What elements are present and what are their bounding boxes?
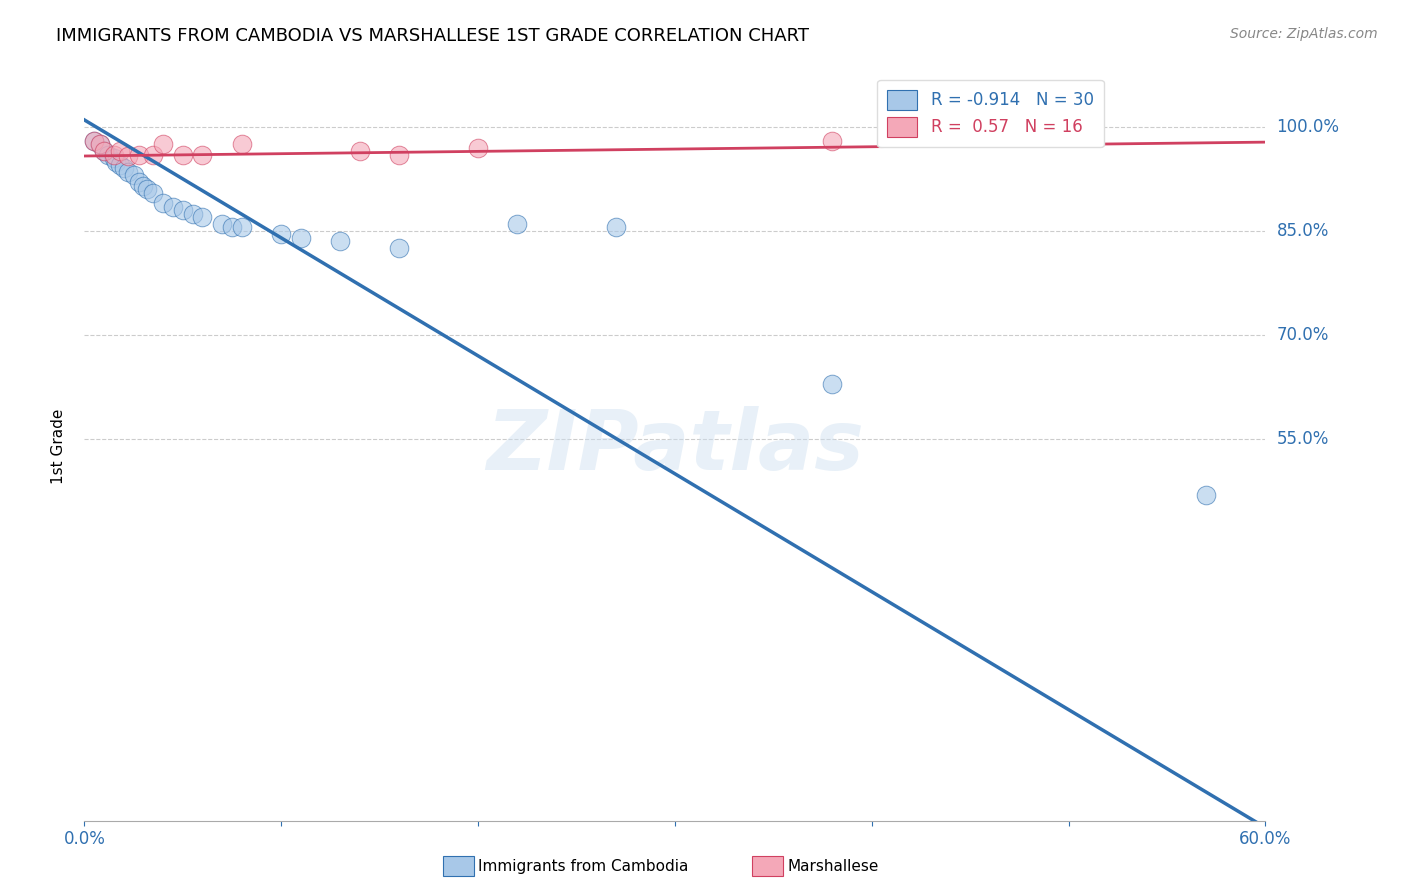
Point (162, 200, 184, 214)
Point (103, 147, 125, 161)
Point (388, 241, 411, 255)
Point (108, 144, 131, 158)
Y-axis label: 1st Grade: 1st Grade (51, 409, 66, 483)
Point (349, 144, 371, 158)
Point (142, 147, 165, 161)
Point (181, 206, 204, 220)
Legend: R = -0.914   N = 30, R =  0.57   N = 16: R = -0.914 N = 30, R = 0.57 N = 16 (877, 79, 1104, 147)
Point (329, 235, 352, 249)
Point (117, 165, 139, 179)
Point (128, 175, 150, 189)
Text: 100.0%: 100.0% (1277, 118, 1340, 136)
Point (103, 151, 125, 165)
Point (112, 161, 135, 176)
Point (93, 144, 115, 158)
Point (290, 231, 312, 245)
Point (172, 203, 194, 218)
Point (83, 134, 105, 148)
Point (1195, 487, 1218, 501)
Point (172, 147, 194, 161)
Point (104, 154, 127, 169)
Point (821, 376, 844, 391)
Point (467, 141, 489, 155)
Point (97, 147, 120, 161)
Point (89, 137, 111, 152)
Point (231, 137, 253, 152)
Text: Immigrants from Cambodia: Immigrants from Cambodia (478, 859, 689, 873)
Point (152, 196, 174, 211)
Text: 85.0%: 85.0% (1277, 222, 1329, 240)
Text: Source: ZipAtlas.com: Source: ZipAtlas.com (1230, 27, 1378, 41)
Point (93, 144, 115, 158)
Point (388, 147, 411, 161)
Text: IMMIGRANTS FROM CAMBODIA VS MARSHALLESE 1ST GRADE CORRELATION CHART: IMMIGRANTS FROM CAMBODIA VS MARSHALLESE … (56, 27, 810, 45)
Point (605, 220, 627, 235)
Text: Marshallese: Marshallese (787, 859, 879, 873)
Point (122, 169, 145, 183)
Point (191, 210, 214, 224)
Point (221, 220, 243, 235)
Point (211, 217, 233, 231)
Point (142, 186, 165, 200)
Text: ZIPatlas: ZIPatlas (486, 406, 863, 486)
Point (152, 137, 174, 152)
Point (231, 220, 253, 235)
Point (117, 149, 139, 163)
Point (132, 178, 155, 193)
Point (821, 134, 844, 148)
Point (128, 147, 150, 161)
Point (83, 134, 105, 148)
Point (89, 137, 111, 152)
Point (270, 227, 292, 242)
Text: 55.0%: 55.0% (1277, 430, 1329, 448)
Point (136, 182, 159, 196)
Point (191, 147, 214, 161)
Point (506, 217, 529, 231)
Text: 70.0%: 70.0% (1277, 326, 1329, 344)
Point (108, 158, 131, 172)
